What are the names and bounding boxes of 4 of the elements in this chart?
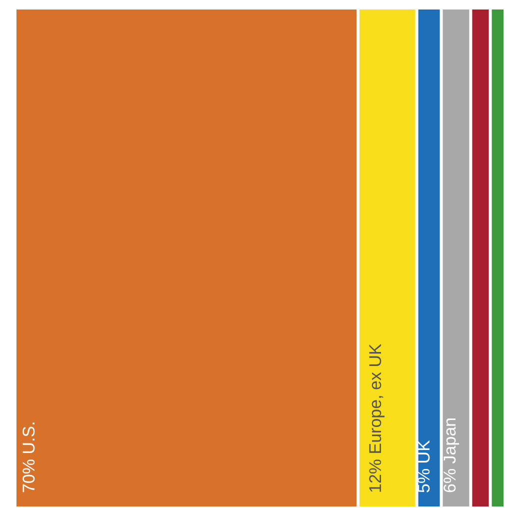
data-label: 5% UK xyxy=(414,439,434,493)
data-label: 12% Europe, ex UK xyxy=(366,343,386,493)
data-label: 6% Japan xyxy=(440,417,460,493)
data-label: 70% U.S. xyxy=(20,421,38,493)
